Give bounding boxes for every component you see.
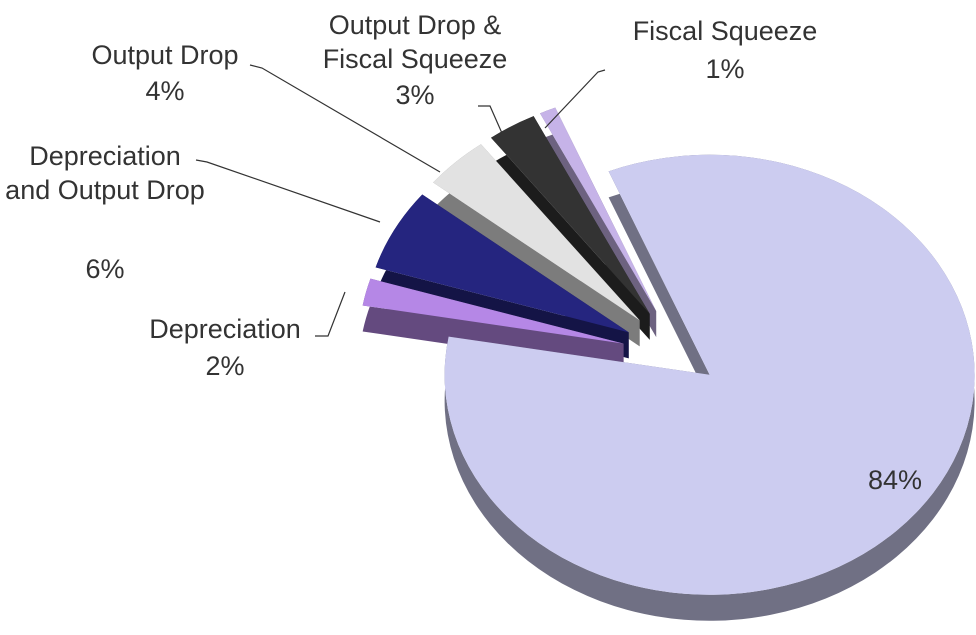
leader-line	[249, 64, 441, 173]
leader-line	[195, 159, 381, 223]
slice-side	[433, 144, 640, 347]
category-label: Fiscal Squeeze	[632, 16, 818, 46]
slice	[540, 107, 657, 312]
leader-line	[478, 105, 506, 141]
category-label: Depreciation and Output Drop	[5, 141, 205, 205]
category-label: Output Drop	[91, 40, 239, 70]
data-label: 3%	[395, 80, 435, 110]
slice	[433, 144, 640, 321]
category-label: Output Drop & Fiscal Squeeze	[322, 10, 508, 74]
pie	[362, 107, 975, 621]
data-label: 4%	[145, 76, 185, 106]
slice-side	[491, 116, 650, 340]
slice-side	[375, 194, 629, 359]
data-label: 6%	[85, 254, 125, 284]
slice	[491, 116, 650, 314]
data-label: 84%	[867, 465, 923, 495]
data-label: 1%	[705, 54, 745, 84]
leader-line	[315, 291, 346, 337]
slice	[362, 278, 624, 344]
leader-line	[544, 69, 606, 129]
slice	[444, 154, 975, 595]
category-label: Depreciation	[149, 314, 301, 344]
data-label: 2%	[205, 351, 245, 381]
slice	[375, 194, 629, 333]
